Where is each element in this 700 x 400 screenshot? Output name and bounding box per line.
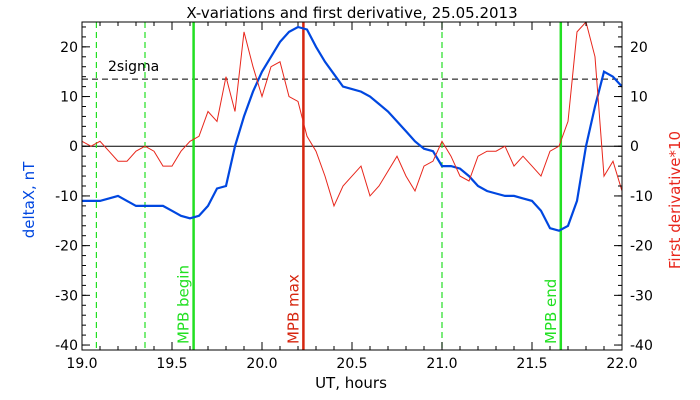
vertical-marker-label: MPB end	[542, 279, 560, 344]
series-lines	[82, 22, 622, 232]
y-tick-label-right: -20	[630, 239, 653, 255]
y-tick-label-right: -30	[630, 288, 653, 304]
gridlines: 2sigma	[82, 59, 622, 147]
y-tick-label-left: -10	[55, 189, 78, 205]
vertical-marker-label: MPB begin	[175, 265, 193, 344]
x-tick-label: 22.0	[606, 356, 637, 372]
y-tick-label-right: 0	[630, 139, 639, 155]
chart-title: X-variations and first derivative, 25.05…	[186, 4, 517, 22]
y-tick-label-right: -40	[630, 338, 653, 354]
x-tick-label: 19.5	[156, 356, 187, 372]
y-tick-label-left: 10	[60, 90, 78, 106]
x-axis-label: UT, hours	[315, 374, 387, 392]
y-axis-label-right: First derivative*10	[666, 131, 684, 269]
x-tick-label: 19.0	[66, 356, 97, 372]
y-tick-label-left: 20	[60, 40, 78, 56]
derivative-line	[82, 22, 622, 208]
y-tick-label-left: -40	[55, 338, 78, 354]
vertical-markers: MPB begin MPB max MPB end	[95, 22, 563, 350]
x-tick-label: 20.5	[336, 356, 367, 372]
x-tick-label: 21.0	[426, 356, 457, 372]
y-axis-label-left: deltaX, nT	[20, 161, 38, 238]
vertical-marker-label: MPB max	[284, 274, 302, 344]
y-tick-label-right: -10	[630, 189, 653, 205]
y-tick-label-left: -20	[55, 239, 78, 255]
y-tick-label-left: -30	[55, 288, 78, 304]
deltaX-line	[82, 25, 622, 232]
threshold-label: 2sigma	[108, 59, 159, 75]
axes: 19.0 19.5 20.0 20.5 21.0 21.5 22.0 20 10 0 -10 -20 -…	[55, 21, 653, 372]
x-tick-label: 21.5	[516, 356, 547, 372]
y-tick-label-left: 0	[69, 139, 78, 155]
y-tick-label-right: 20	[630, 40, 648, 56]
y-tick-label-right: 10	[630, 90, 648, 106]
x-tick-label: 20.0	[246, 356, 277, 372]
